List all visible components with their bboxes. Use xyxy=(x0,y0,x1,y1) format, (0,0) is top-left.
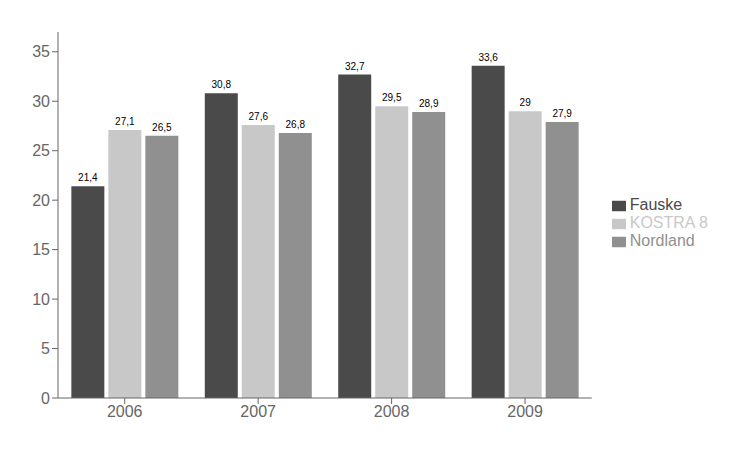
svg-text:21,4: 21,4 xyxy=(78,172,98,183)
svg-text:27,6: 27,6 xyxy=(249,111,269,122)
svg-text:2009: 2009 xyxy=(507,403,543,420)
svg-text:5: 5 xyxy=(41,340,50,357)
svg-text:28,9: 28,9 xyxy=(419,98,439,109)
svg-text:2006: 2006 xyxy=(107,403,143,420)
html-text:Fauske: Fauske xyxy=(629,196,683,213)
svg-text:27,1: 27,1 xyxy=(115,116,135,127)
svg-text:25: 25 xyxy=(32,142,50,159)
html-text:KOSTRA 8: KOSTRA 8 xyxy=(629,214,708,231)
svg-text:29,5: 29,5 xyxy=(382,92,402,103)
svg-text:26,8: 26,8 xyxy=(286,119,306,130)
svg-text:27,9: 27,9 xyxy=(552,108,572,119)
html-text:Nordland: Nordland xyxy=(629,232,695,249)
svg-text:2007: 2007 xyxy=(240,403,276,420)
svg-text:26,5: 26,5 xyxy=(152,122,172,133)
svg-text:35: 35 xyxy=(32,43,50,60)
svg-text:20: 20 xyxy=(32,192,50,209)
svg-text:0: 0 xyxy=(41,390,50,407)
svg-text:30,8: 30,8 xyxy=(212,79,232,90)
svg-text:2008: 2008 xyxy=(374,403,410,420)
svg-text:32,7: 32,7 xyxy=(345,61,365,72)
svg-text:10: 10 xyxy=(32,291,50,308)
svg-text:15: 15 xyxy=(32,241,50,258)
svg-text:29: 29 xyxy=(520,97,532,108)
svg-text:30: 30 xyxy=(32,93,50,110)
svg-text:33,6: 33,6 xyxy=(478,52,498,63)
